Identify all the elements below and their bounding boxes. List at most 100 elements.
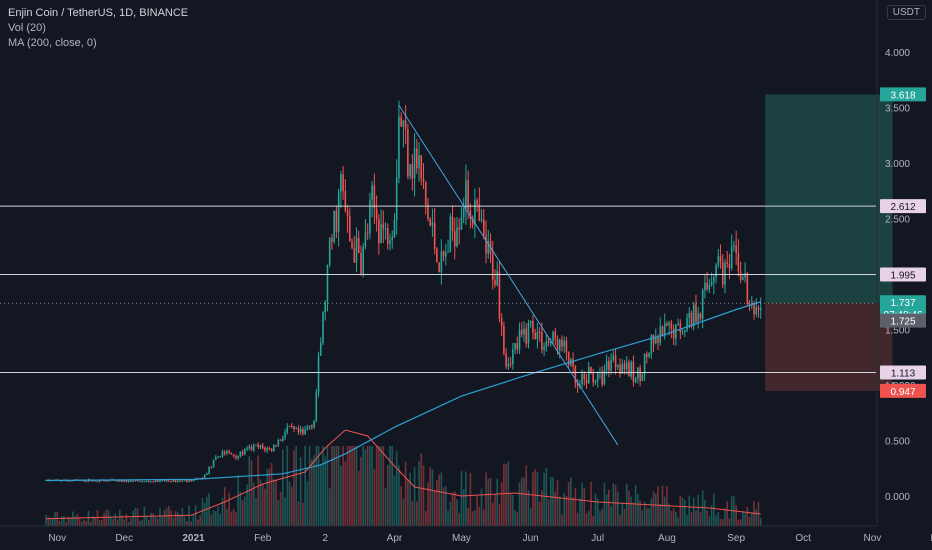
time-tick: 2021 [182,533,205,544]
volume-bar [156,518,159,526]
candle-body [391,237,394,240]
volume-indicator-label[interactable]: Vol (20) [8,22,46,34]
candle-body [744,273,746,278]
volume-bar [659,504,662,526]
volume-bar [297,501,300,526]
candle-body [581,373,583,384]
volume-bar [270,463,273,526]
candle-body [469,210,472,219]
volume-bar [610,506,612,526]
currency-badge[interactable]: USDT [886,5,926,20]
candle-body [259,445,262,448]
candle-body [708,284,711,290]
candle-body [319,343,322,356]
volume-bar [529,508,532,526]
volume-bar [579,498,581,526]
volume-bar [141,520,143,526]
time-tick: Aug [658,533,676,544]
candle-body [290,425,293,427]
volume-bar [663,496,666,526]
volume-bar [728,518,731,526]
candle-body [400,116,402,127]
volume-bar [255,498,257,526]
candle-body [672,328,675,339]
candle-body [498,271,501,319]
volume-bar [670,510,673,526]
volume-bar [317,446,320,526]
candle-body [313,420,315,428]
candle-body [704,282,706,291]
candle-body [545,341,548,348]
volume-bar [78,517,81,526]
volume-bar [378,446,380,526]
candle-body [529,321,532,323]
volume-bar [710,505,713,526]
volume-bar [672,508,675,526]
candle-body [453,231,456,247]
candle-body [268,448,271,450]
volume-bar [594,493,597,526]
position-zones[interactable] [765,94,893,391]
candle-body [416,148,418,169]
volume-bar [125,514,128,526]
volume-bar [572,497,574,526]
volume-bar [534,469,536,526]
last-price-tag-bg [880,313,926,328]
volume-bar [748,516,751,526]
volume-bar [634,484,637,526]
volume-bar [110,516,112,526]
volume-bar [172,517,175,526]
candle-body [179,480,181,482]
volume-bar [590,481,592,526]
candle-body [241,451,244,455]
volume-bar [724,508,726,526]
candle-body [625,362,628,370]
volume-bar [118,509,121,526]
volume-bar [279,491,282,526]
candle-body [677,323,679,325]
volume-bar [429,467,431,526]
candle-body [96,481,99,483]
candle-body [161,480,163,482]
candle-body [235,456,237,459]
volume-bar [353,446,356,526]
candle-body [474,200,476,225]
volume-bar [349,446,351,526]
candle-body [485,235,487,254]
candle-body [516,343,519,350]
volume-bar [366,446,369,526]
candle-body [596,372,599,382]
volume-bar [735,505,737,526]
volume-bar [239,491,242,526]
volume-bar [684,499,686,526]
candle-body [257,444,260,448]
candle-body [190,479,193,482]
candle-body [467,180,469,211]
candle-body [322,312,324,344]
volume-bar [304,446,306,526]
target-price-tag-bg [880,87,926,102]
level-tag-bg [880,267,926,282]
volume-bar [679,495,682,526]
candle-body [601,372,603,385]
candle-body [487,241,490,254]
trendline[interactable] [398,105,619,446]
volume-bar [574,488,577,526]
candle-body [576,382,579,387]
candle-body [713,277,715,282]
candle-body [456,227,458,247]
horizontal-levels[interactable] [0,205,876,373]
candle-body [183,480,186,482]
volume-bar [264,488,266,526]
time-axis[interactable]: Nov Dec 2021 Feb 2 Apr May Jun Jul Aug Sep Oct Nov De… [0,525,932,544]
candle-body [324,301,327,313]
volume-bar [646,507,648,526]
volume-bar [208,492,210,526]
ma-indicator-label[interactable]: MA (200, close, 0) [8,37,97,49]
volume-bar [558,496,561,526]
symbol-title[interactable]: Enjin Coin / TetherUS, 1D, BINANCE [8,7,189,19]
volume-bar [621,502,624,526]
candle-body [308,425,311,428]
candle-body [728,263,731,269]
